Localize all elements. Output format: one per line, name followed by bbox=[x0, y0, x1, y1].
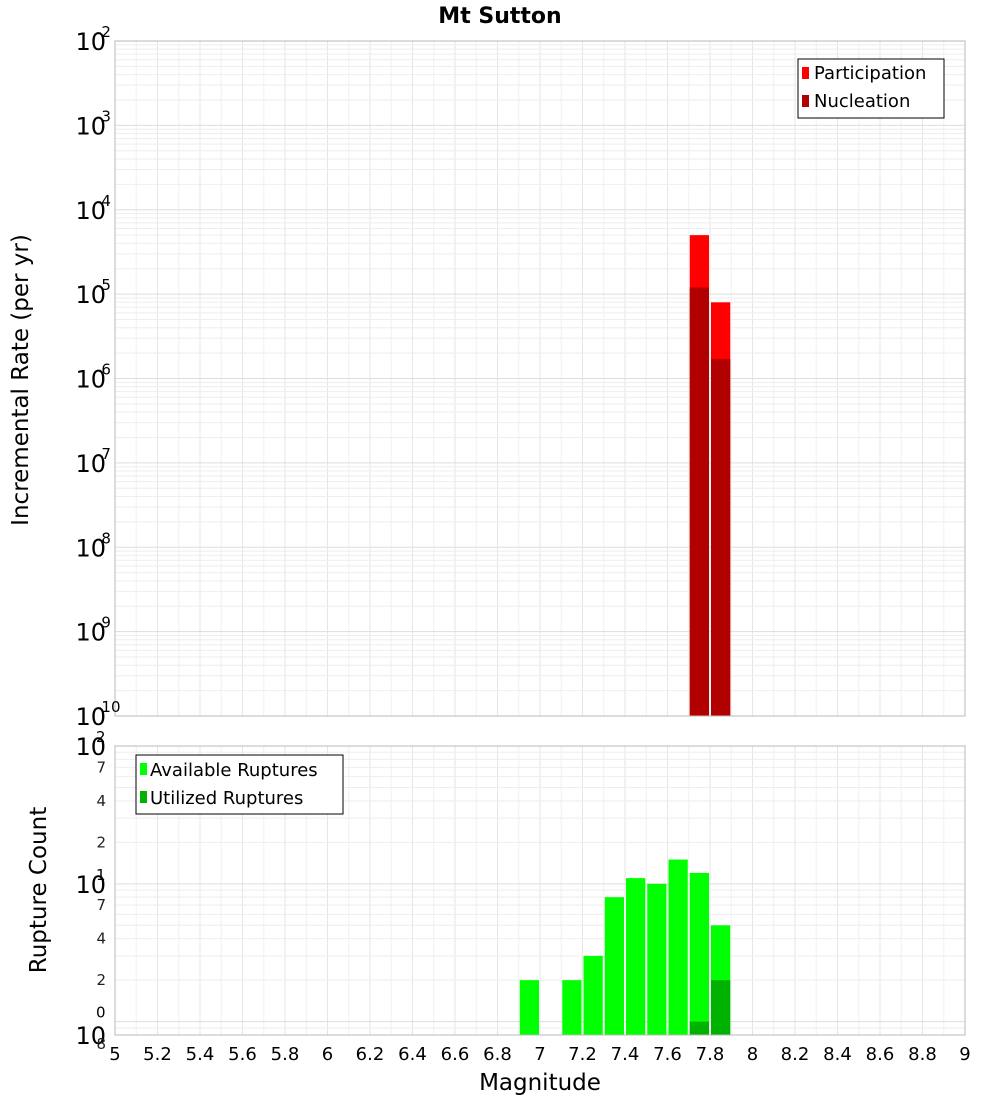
y-tick-exponent: -5 bbox=[96, 276, 111, 294]
y-tick-exponent: -10 bbox=[96, 698, 121, 716]
legend-swatch-available-ruptures bbox=[140, 763, 147, 775]
bottom-bar-available-ruptures-7-15 bbox=[562, 980, 582, 1035]
y-tick-base: 10 bbox=[75, 197, 106, 225]
y-tick-base: 10 bbox=[75, 534, 106, 562]
x-tick-label: 5.6 bbox=[228, 1044, 257, 1065]
bottom-bar-available-ruptures-6-95 bbox=[519, 980, 539, 1035]
x-tick-label: 8.6 bbox=[866, 1044, 895, 1065]
x-tick-label: 6.8 bbox=[483, 1044, 512, 1065]
y-tick-base: 10 bbox=[75, 733, 106, 761]
y-tick-exponent: -3 bbox=[96, 107, 111, 125]
x-tick-label: 6.6 bbox=[441, 1044, 470, 1065]
y-tick-base: 10 bbox=[75, 871, 106, 899]
y-minor-tick-label: 4 bbox=[96, 930, 106, 948]
bottom-bars bbox=[519, 859, 731, 1035]
y-tick-exponent: 0 bbox=[96, 1004, 106, 1022]
y-tick-base: 10 bbox=[75, 28, 106, 56]
x-tick-label: 5 bbox=[109, 1044, 120, 1065]
y-minor-tick-label: 2 bbox=[96, 971, 106, 989]
x-tick-label: 7.4 bbox=[611, 1044, 640, 1065]
bottom-y-axis-label: Rupture Count bbox=[26, 807, 52, 973]
legend-label-utilized-ruptures: Utilized Ruptures bbox=[150, 788, 303, 809]
y-tick-base: 10 bbox=[75, 1022, 106, 1050]
top-bar-nucleation-7-75 bbox=[689, 287, 709, 716]
bottom-bar-available-ruptures-7-25 bbox=[583, 955, 603, 1035]
y-tick-base: 10 bbox=[75, 366, 106, 394]
x-tick-label: 8.2 bbox=[781, 1044, 810, 1065]
x-tick-label: 6 bbox=[322, 1044, 333, 1065]
bottom-legend: Available Ruptures Utilized Ruptures bbox=[135, 754, 344, 815]
top-gridlines bbox=[115, 40, 965, 717]
legend-label-participation: Participation bbox=[814, 63, 926, 84]
x-tick-label: 7.8 bbox=[696, 1044, 725, 1065]
y-tick-exponent: 1 bbox=[96, 866, 106, 884]
chart-title: Mt Sutton bbox=[438, 4, 561, 29]
legend-swatch-nucleation bbox=[802, 95, 809, 107]
y-tick-exponent: -7 bbox=[96, 445, 111, 463]
y-tick-exponent: -4 bbox=[96, 192, 111, 210]
x-tick-label: 7.6 bbox=[653, 1044, 682, 1065]
y-tick-base: 10 bbox=[75, 619, 106, 647]
legend-swatch-utilized-ruptures bbox=[140, 791, 147, 803]
top-plot-frame bbox=[114, 40, 966, 717]
x-tick-label: 8.8 bbox=[908, 1044, 937, 1065]
y-tick-base: 10 bbox=[75, 112, 106, 140]
top-y-tick-labels: 10-210-310-410-510-610-710-810-910-10 bbox=[75, 23, 120, 731]
top-y-axis-label: Incremental Rate (per yr) bbox=[8, 234, 34, 526]
x-tick-labels: 5 5.2 5.4 5.6 5.8 6 6.2 6.4 6.6 6.8 7 7.2 7.4 7.6 7.8 8… bbox=[109, 1044, 970, 1065]
x-tick-label: 9 bbox=[959, 1044, 970, 1065]
bottom-bar-available-ruptures-7-65 bbox=[668, 859, 688, 1035]
y-tick-exponent: -6 bbox=[96, 361, 111, 379]
bottom-plot-frame bbox=[114, 745, 966, 1036]
x-tick-label: 7.2 bbox=[568, 1044, 597, 1065]
y-tick-base: 10 bbox=[75, 703, 106, 731]
x-tick-label: 7 bbox=[534, 1044, 545, 1065]
y-tick-base: 10 bbox=[75, 281, 106, 309]
y-tick-exponent: -9 bbox=[96, 614, 111, 632]
bottom-bar-available-ruptures-7-35 bbox=[604, 897, 624, 1035]
y-minor-tick-label: 2 bbox=[96, 833, 106, 851]
y-minor-tick-label: 8 bbox=[96, 1035, 106, 1053]
y-minor-tick-label: 7 bbox=[96, 758, 106, 776]
y-tick-exponent: -2 bbox=[96, 23, 111, 41]
x-axis-label: Magnitude bbox=[479, 1070, 601, 1096]
top-legend: Participation Nucleation bbox=[797, 58, 945, 119]
y-minor-tick-label: 4 bbox=[96, 792, 106, 810]
bottom-bar-available-ruptures-7-55 bbox=[647, 883, 667, 1035]
bottom-bar-utilized-ruptures-7-85 bbox=[711, 980, 731, 1035]
bottom-gridlines bbox=[115, 745, 965, 1036]
top-bar-nucleation-7-85 bbox=[711, 359, 731, 716]
x-tick-label: 5.8 bbox=[271, 1044, 300, 1065]
y-minor-tick-label: 7 bbox=[96, 896, 106, 914]
bottom-bar-available-ruptures-7-75 bbox=[689, 872, 709, 1035]
legend-label-available-ruptures: Available Ruptures bbox=[150, 760, 318, 781]
bottom-bar-available-ruptures-7-45 bbox=[626, 878, 646, 1035]
y-tick-exponent: 2 bbox=[96, 728, 106, 746]
y-tick-exponent: -8 bbox=[96, 529, 111, 547]
legend-label-nucleation: Nucleation bbox=[814, 91, 910, 112]
y-tick-base: 10 bbox=[75, 450, 106, 478]
x-tick-label: 5.2 bbox=[143, 1044, 172, 1065]
legend-swatch-participation bbox=[802, 67, 809, 79]
x-tick-label: 6.4 bbox=[398, 1044, 427, 1065]
bottom-bar-utilized-ruptures-7-75 bbox=[689, 1021, 709, 1035]
x-tick-label: 6.2 bbox=[356, 1044, 385, 1065]
x-tick-label: 8.4 bbox=[823, 1044, 852, 1065]
x-tick-label: 5.4 bbox=[186, 1044, 215, 1065]
x-tick-label: 8 bbox=[747, 1044, 758, 1065]
top-bars bbox=[689, 235, 731, 716]
